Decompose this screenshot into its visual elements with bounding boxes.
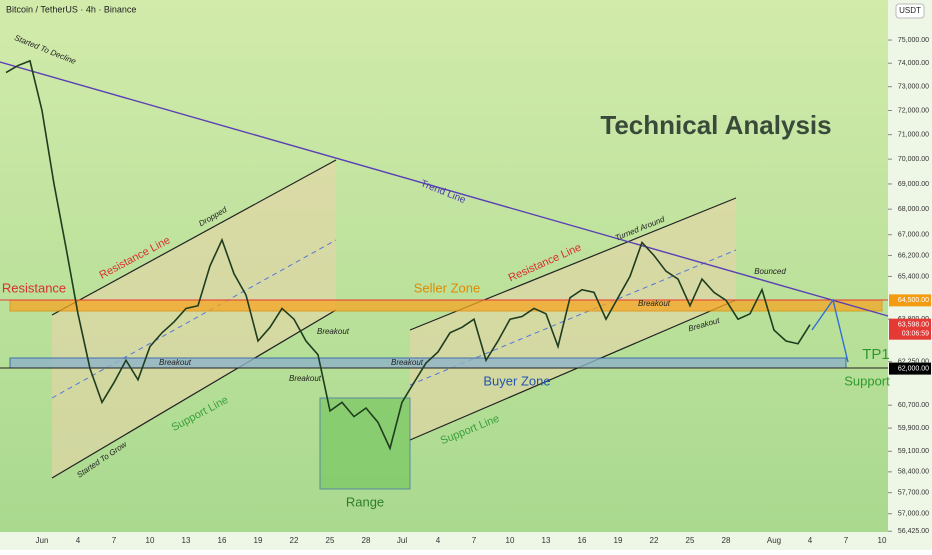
x-tick-label: Jul	[397, 536, 407, 545]
channel-line	[51, 309, 337, 479]
x-tick-label: 19	[614, 536, 623, 545]
annotation: Resistance	[2, 280, 66, 295]
x-tick-label: 25	[686, 536, 695, 545]
channel	[410, 198, 736, 440]
x-tick-label: 19	[254, 536, 263, 545]
y-tick-label: 65,400.00	[898, 273, 929, 280]
annotation: Buyer Zone	[483, 373, 550, 388]
price-badge	[889, 294, 931, 307]
time-axis-bg	[0, 532, 888, 550]
y-tick-label: 75,000.00	[898, 37, 929, 44]
projection	[811, 298, 849, 363]
chart-title: Bitcoin / TetherUS · 4h · Binance	[6, 4, 136, 14]
x-tick-label: 10	[506, 536, 515, 545]
y-tick-label: 69,000.00	[898, 181, 929, 188]
x-tick-label: 22	[290, 536, 299, 545]
currency-box	[895, 3, 925, 19]
x-tick-label: 10	[878, 536, 887, 545]
y-tick-label: 56,425.00	[898, 528, 929, 535]
headline: Technical Analysis	[600, 110, 831, 140]
x-tick-label: 13	[182, 536, 191, 545]
price-badge-label: 64,500.00	[898, 297, 929, 304]
x-tick-label: 28	[362, 536, 371, 545]
x-tick-label: 13	[542, 536, 551, 545]
x-tick-label: 4	[808, 536, 813, 545]
annotation: Breakout	[391, 358, 424, 367]
y-tick-label: 70,000.00	[898, 156, 929, 163]
plot-bg	[0, 0, 888, 532]
range-box	[319, 397, 411, 490]
x-tick-label: 16	[578, 536, 587, 545]
x-tick-label: 4	[436, 536, 441, 545]
y-tick-label: 72,000.00	[898, 107, 929, 114]
price-axis-bg	[888, 0, 932, 550]
annotation: Breakout	[159, 358, 192, 367]
y-tick-label: 57,000.00	[898, 511, 929, 518]
y-tick-label: 57,700.00	[898, 490, 929, 497]
currency: USDT	[899, 6, 921, 15]
trend-line	[0, 61, 889, 317]
x-tick-label: 16	[218, 536, 227, 545]
x-tick-label: 7	[112, 536, 117, 545]
x-tick-label: Jun	[36, 536, 49, 545]
annotation: Breakout	[289, 374, 322, 383]
annotation: Support	[844, 373, 890, 388]
annotation: Breakout	[317, 327, 350, 336]
x-tick-label: 4	[76, 536, 81, 545]
x-tick-label: Aug	[767, 536, 781, 545]
y-tick-label: 59,100.00	[898, 448, 929, 455]
y-tick-label: 73,000.00	[898, 84, 929, 91]
price-badge-label: 62,000.00	[898, 365, 929, 372]
seller-zone	[9, 299, 883, 312]
price-badge	[889, 362, 931, 375]
annotation: Seller Zone	[414, 280, 480, 295]
y-tick-label: 58,400.00	[898, 469, 929, 476]
y-tick-label: 68,000.00	[898, 206, 929, 213]
channel-line	[51, 159, 337, 316]
y-tick-label: 62,250.00	[898, 358, 929, 365]
buyer-zone	[9, 357, 847, 369]
channel-line	[409, 299, 737, 441]
x-tick-label: 22	[650, 536, 659, 545]
y-tick-label: 60,700.00	[898, 402, 929, 409]
price-badge	[889, 318, 931, 340]
countdown: 03:06:59	[902, 331, 929, 338]
x-tick-label: 25	[326, 536, 335, 545]
x-tick-label: 28	[722, 536, 731, 545]
channel-mid	[51, 239, 337, 399]
annotation: Breakout	[638, 299, 671, 308]
y-tick-label: 66,200.00	[898, 252, 929, 259]
annotation: Bounced	[754, 267, 786, 276]
y-tick-label: 74,000.00	[898, 60, 929, 67]
x-tick-label: 7	[844, 536, 849, 545]
y-tick-label: 67,000.00	[898, 232, 929, 239]
y-tick-label: 59,900.00	[898, 425, 929, 432]
price-badge-label: 63,598.00	[898, 322, 929, 329]
y-tick-label: 71,000.00	[898, 131, 929, 138]
x-tick-label: 10	[146, 536, 155, 545]
annotation: TP1	[862, 346, 890, 363]
price-line	[5, 59, 811, 451]
annotation: Range	[346, 494, 384, 509]
x-tick-label: 7	[472, 536, 477, 545]
